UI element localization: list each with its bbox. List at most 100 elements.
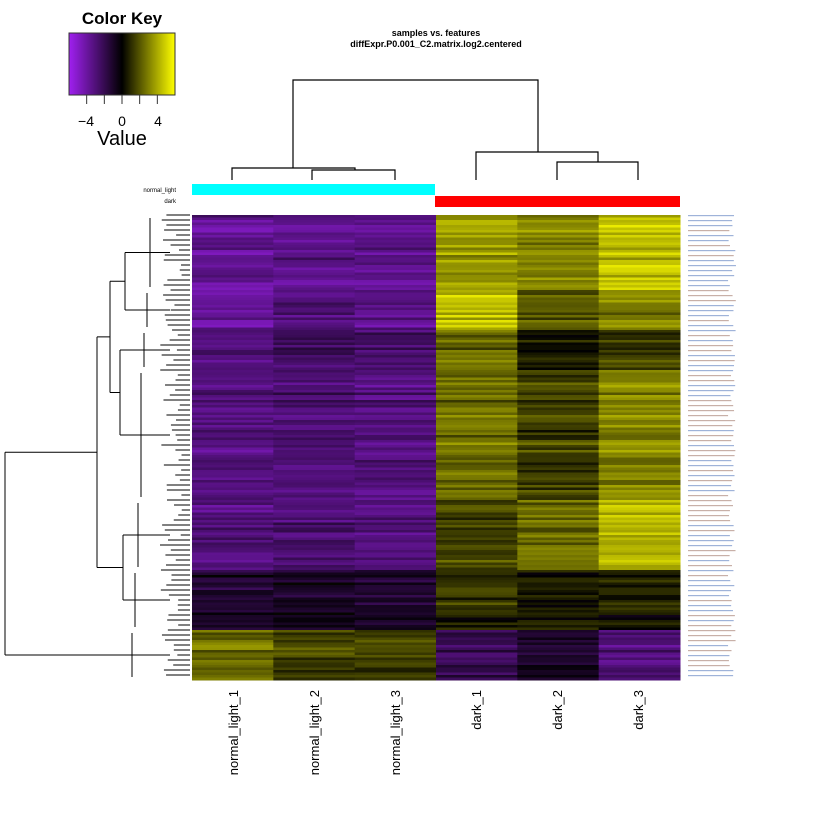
heatmap-cell [273, 597, 356, 601]
heatmap-cell [273, 450, 356, 453]
heatmap-cell [354, 662, 437, 666]
heatmap-cell [517, 405, 600, 408]
heatmap-cell [517, 322, 600, 326]
heatmap-cell [436, 290, 518, 293]
heatmap-cell [192, 460, 274, 463]
heatmap-cell [436, 412, 518, 416]
heatmap-cell [517, 272, 600, 276]
heatmap-cell [436, 420, 518, 423]
heatmap-cell [517, 475, 600, 478]
heatmap-cell [273, 562, 356, 566]
heatmap-cell [273, 457, 356, 461]
heatmap-cell [517, 612, 600, 616]
heatmap-cell [192, 545, 274, 548]
row-label [688, 285, 730, 287]
heatmap-cell [517, 245, 600, 248]
heatmap-cell [517, 365, 600, 368]
heatmap-cell [354, 250, 437, 253]
heatmap-cell [598, 322, 681, 326]
heatmap-cell [192, 402, 274, 406]
row-label [688, 305, 734, 307]
heatmap-cell [354, 390, 437, 393]
heatmap-cell [436, 482, 518, 486]
heatmap-cell [273, 462, 356, 466]
row-label [688, 440, 732, 442]
heatmap-cell [598, 490, 681, 493]
row-label [688, 535, 730, 537]
heatmap-cell [273, 610, 356, 613]
heatmap-cell [354, 537, 437, 541]
heatmap-cell [436, 497, 518, 501]
chart-title: samples vs. features [392, 28, 481, 38]
heatmap-cell [192, 315, 274, 318]
heatmap-cell [354, 332, 437, 336]
heatmap-cell [436, 527, 518, 531]
heatmap-cell [192, 255, 274, 258]
heatmap-cell [517, 525, 600, 528]
heatmap-cell [598, 420, 681, 423]
heatmap-cell [354, 227, 437, 231]
heatmap-cell [598, 425, 681, 428]
heatmap-cell [436, 422, 518, 426]
heatmap-cell [517, 430, 600, 433]
heatmap-cell [354, 435, 437, 438]
heatmap-cell [436, 457, 518, 461]
heatmap-cell [436, 660, 518, 663]
heatmap-cell [436, 395, 518, 398]
heatmap-cell [598, 282, 681, 286]
heatmap-cell [436, 327, 518, 331]
heatmap-cell [436, 502, 518, 506]
heatmap-cell [436, 302, 518, 306]
heatmap-cell [598, 630, 681, 633]
row-label [688, 660, 729, 662]
heatmap-cell [354, 642, 437, 646]
heatmap-cell [192, 480, 274, 483]
heatmap-cell [273, 395, 356, 398]
heatmap-cell [273, 435, 356, 438]
heatmap-cell [517, 397, 600, 401]
heatmap-cell [598, 670, 681, 673]
heatmap-cell [517, 630, 600, 633]
heatmap-cell [517, 527, 600, 531]
heatmap-cell [598, 267, 681, 271]
heatmap-cell [436, 430, 518, 433]
heatmap-cell [598, 587, 681, 591]
heatmap-cell [354, 437, 437, 441]
heatmap-cell [273, 390, 356, 393]
heatmap-cell [192, 520, 274, 523]
heatmap-cell [273, 295, 356, 298]
heatmap-cell [598, 290, 681, 293]
heatmap-cell [273, 515, 356, 518]
heatmap-cell [436, 282, 518, 286]
heatmap-cell [598, 470, 681, 473]
heatmap-cell [436, 260, 518, 263]
heatmap-cell [436, 345, 518, 348]
row-label [688, 520, 731, 522]
heatmap-cell [354, 515, 437, 518]
heatmap-cell [354, 287, 437, 291]
heatmap-cell [192, 427, 274, 431]
heatmap-cell [598, 307, 681, 311]
heatmap-cell [273, 507, 356, 511]
heatmap-cell [517, 302, 600, 306]
row-label [688, 560, 730, 562]
heatmap-cell [273, 432, 356, 436]
heatmap-cell [517, 570, 600, 573]
row-label [688, 640, 736, 642]
heatmap-cell [517, 575, 600, 578]
heatmap-cell [273, 522, 356, 526]
heatmap-cell [517, 632, 600, 636]
heatmap-cell [192, 375, 274, 378]
heatmap-cell [354, 535, 437, 538]
heatmap-cell [517, 577, 600, 581]
heatmap-cell [192, 360, 274, 363]
heatmap-cell [273, 437, 356, 441]
heatmap-cell [436, 252, 518, 256]
heatmap-cell [192, 295, 274, 298]
heatmap-cell [192, 435, 274, 438]
row-label [688, 420, 736, 422]
heatmap-cell [517, 460, 600, 463]
heatmap-cell [273, 392, 356, 396]
heatmap-cell [192, 660, 274, 663]
heatmap-cell [598, 295, 681, 298]
